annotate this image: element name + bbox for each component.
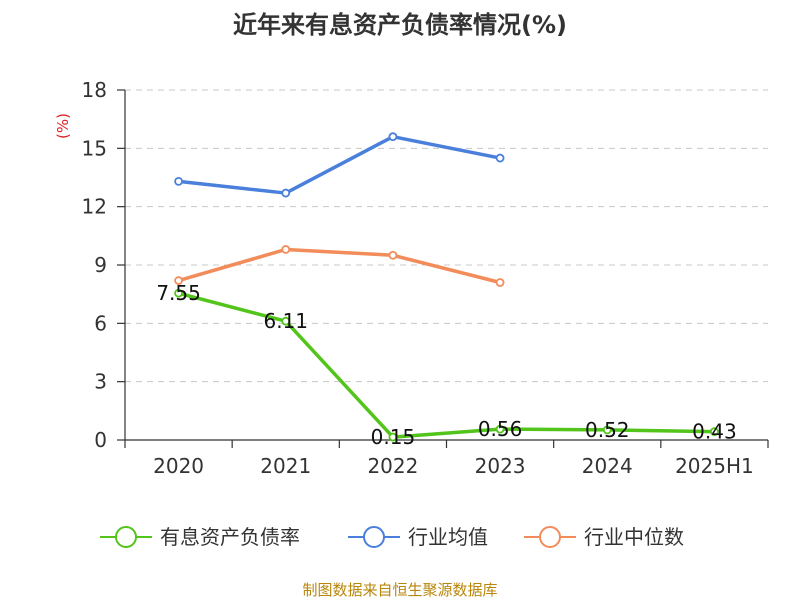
series-line — [176, 134, 502, 195]
data-point — [388, 432, 398, 442]
data-point — [495, 153, 505, 163]
chart-title: 近年来有息资产负债率情况(%) — [233, 11, 567, 39]
x-tick-label: 2022 — [367, 454, 418, 478]
legend-marker — [363, 526, 385, 548]
series-line — [176, 247, 502, 285]
x-tick-label: 2021 — [260, 454, 311, 478]
series-layer: 7.55 6.11 0.15 0.56 0.52 0.43 — [156, 132, 737, 449]
data-label: 6.11 — [263, 309, 308, 333]
data-point — [495, 424, 505, 434]
axes: 0 3 6 9 12 15 18 2020 2021 2022 2023 2024 2025H1 — [82, 78, 769, 478]
legend: 有息资产负债率 行业均值 行业中位数 — [100, 525, 684, 549]
data-point — [174, 276, 183, 285]
x-tick-label: 2020 — [153, 454, 204, 478]
legend-label: 行业中位数 — [584, 525, 684, 549]
x-tick-label: 2024 — [582, 454, 633, 478]
data-label: 0.43 — [692, 420, 737, 444]
y-tick-label: 6 — [94, 311, 107, 335]
data-label: 0.56 — [478, 417, 523, 441]
legend-marker — [539, 526, 561, 548]
data-label: 0.52 — [585, 418, 630, 442]
y-tick-label: 12 — [82, 195, 107, 219]
y-tick-label: 9 — [94, 253, 107, 277]
x-tick-label: 2025H1 — [675, 454, 754, 478]
data-point — [710, 427, 719, 437]
y-tick-label: 18 — [82, 78, 107, 102]
x-tick-label: 2023 — [475, 454, 526, 478]
data-point — [602, 425, 612, 435]
gridlines — [125, 89, 768, 383]
data-point — [281, 316, 291, 326]
data-label: 0.15 — [371, 425, 416, 449]
series-line — [176, 291, 717, 439]
y-tick-label: 0 — [94, 428, 107, 452]
data-point — [388, 132, 398, 142]
legend-marker — [115, 526, 137, 548]
data-point — [495, 278, 505, 287]
data-point — [174, 176, 183, 186]
y-tick-label: 3 — [94, 370, 107, 394]
data-point — [281, 245, 291, 254]
y-tick-label: 15 — [82, 136, 107, 160]
source-note: 制图数据来自恒生聚源数据库 — [302, 581, 497, 599]
legend-label: 行业均值 — [408, 525, 488, 549]
data-point — [388, 250, 398, 260]
data-label: 7.55 — [156, 281, 201, 305]
legend-label: 有息资产负债率 — [160, 525, 300, 549]
y-axis-label: (%) — [54, 113, 72, 139]
data-point — [281, 188, 291, 198]
data-point — [174, 288, 183, 298]
